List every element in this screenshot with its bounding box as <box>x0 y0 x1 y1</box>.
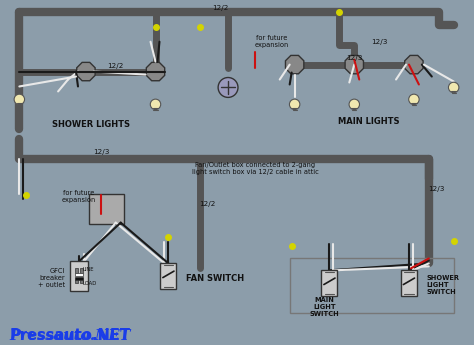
Circle shape <box>14 94 25 105</box>
Text: for future
expansion: for future expansion <box>255 35 289 48</box>
Bar <box>75 268 78 273</box>
Text: Fan/Outlet box connected to 2-gang
light switch box via 12/2 cable in attic: Fan/Outlet box connected to 2-gang light… <box>191 162 318 176</box>
Text: LOAD: LOAD <box>83 281 97 286</box>
Circle shape <box>409 94 419 105</box>
Text: SHOWER LIGHTS: SHOWER LIGHTS <box>52 120 130 129</box>
Circle shape <box>349 99 359 110</box>
Polygon shape <box>146 62 164 81</box>
Circle shape <box>218 78 238 97</box>
Text: 12/3: 12/3 <box>428 186 445 192</box>
Bar <box>321 270 337 296</box>
Circle shape <box>150 99 161 110</box>
Bar <box>401 270 417 296</box>
Text: 12/3: 12/3 <box>346 55 363 61</box>
Text: 12/2: 12/2 <box>212 5 228 11</box>
Bar <box>89 194 124 224</box>
Text: MAIN LIGHTS: MAIN LIGHTS <box>338 117 400 126</box>
Polygon shape <box>405 56 423 74</box>
Text: Pressauto.NET: Pressauto.NET <box>9 329 131 343</box>
Polygon shape <box>285 56 304 74</box>
Circle shape <box>448 82 459 93</box>
Text: FAN SWITCH: FAN SWITCH <box>186 274 245 283</box>
Polygon shape <box>345 56 364 74</box>
Bar <box>161 263 176 289</box>
Bar <box>75 273 83 276</box>
Bar <box>80 278 83 283</box>
Bar <box>290 258 454 313</box>
Text: MAIN
LIGHT
SWITCH: MAIN LIGHT SWITCH <box>310 297 339 317</box>
Text: SHOWER
LIGHT
SWITCH: SHOWER LIGHT SWITCH <box>427 275 460 295</box>
Text: 12/2: 12/2 <box>199 201 215 207</box>
Text: 12/2: 12/2 <box>108 62 124 69</box>
Bar <box>70 262 88 291</box>
Bar <box>75 278 78 283</box>
Text: 12/3: 12/3 <box>371 39 387 45</box>
Text: Pressauto.NET: Pressauto.NET <box>9 328 130 343</box>
Text: 12/3: 12/3 <box>92 149 109 155</box>
Polygon shape <box>77 62 95 81</box>
Circle shape <box>290 99 300 110</box>
Bar <box>75 277 83 280</box>
Text: GFCI
breaker
+ outlet: GFCI breaker + outlet <box>38 268 65 288</box>
Text: for future
expansion: for future expansion <box>62 190 96 203</box>
Text: LINE: LINE <box>83 267 94 272</box>
Bar <box>80 268 83 273</box>
